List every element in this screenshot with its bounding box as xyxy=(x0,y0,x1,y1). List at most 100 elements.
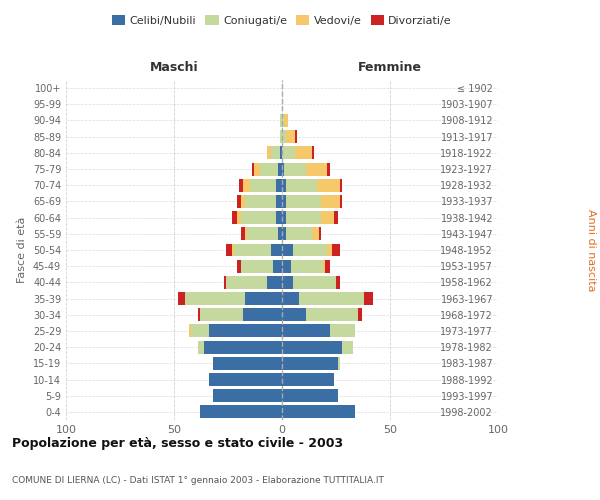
Text: Maschi: Maschi xyxy=(149,60,199,74)
Bar xyxy=(236,260,241,272)
Legend: Celibi/Nubili, Coniugati/e, Vedovi/e, Divorziati/e: Celibi/Nubili, Coniugati/e, Vedovi/e, Di… xyxy=(107,10,457,30)
Bar xyxy=(267,276,282,289)
Bar xyxy=(343,340,353,353)
Bar xyxy=(282,195,286,208)
Bar xyxy=(286,130,295,143)
Bar xyxy=(275,211,282,224)
Bar xyxy=(260,162,278,175)
Bar xyxy=(235,244,271,256)
Text: Femmine: Femmine xyxy=(358,60,422,74)
Bar xyxy=(245,292,282,305)
Bar xyxy=(282,244,293,256)
Bar xyxy=(282,340,343,353)
Bar xyxy=(213,357,282,370)
Bar xyxy=(329,324,355,338)
Bar xyxy=(306,162,328,175)
Text: COMUNE DI LIERNA (LC) - Dati ISTAT 1° gennaio 2003 - Elaborazione TUTTITALIA.IT: COMUNE DI LIERNA (LC) - Dati ISTAT 1° ge… xyxy=(12,476,384,485)
Bar xyxy=(319,228,321,240)
Bar xyxy=(282,146,295,160)
Bar xyxy=(274,260,282,272)
Bar xyxy=(241,260,274,272)
Bar xyxy=(232,211,236,224)
Bar xyxy=(250,179,275,192)
Bar xyxy=(232,244,235,256)
Bar xyxy=(282,406,355,418)
Bar xyxy=(284,162,306,175)
Bar xyxy=(198,308,200,321)
Bar xyxy=(280,114,282,127)
Bar xyxy=(286,195,321,208)
Bar xyxy=(340,195,343,208)
Bar xyxy=(243,308,282,321)
Bar xyxy=(275,179,282,192)
Bar xyxy=(282,308,306,321)
Bar xyxy=(284,114,289,127)
Bar xyxy=(252,162,254,175)
Bar xyxy=(321,195,340,208)
Bar xyxy=(295,130,297,143)
Bar xyxy=(317,179,340,192)
Bar xyxy=(247,228,278,240)
Bar xyxy=(364,292,373,305)
Bar xyxy=(306,308,358,321)
Bar xyxy=(226,276,267,289)
Bar xyxy=(282,357,338,370)
Bar xyxy=(334,211,338,224)
Bar xyxy=(282,162,284,175)
Bar xyxy=(239,179,243,192)
Bar xyxy=(338,357,340,370)
Bar xyxy=(328,244,332,256)
Bar xyxy=(328,162,329,175)
Bar xyxy=(241,195,245,208)
Bar xyxy=(286,228,312,240)
Bar xyxy=(204,340,282,353)
Bar xyxy=(191,324,209,338)
Bar xyxy=(293,276,336,289)
Bar xyxy=(245,228,247,240)
Bar xyxy=(282,211,286,224)
Bar xyxy=(185,292,245,305)
Bar xyxy=(282,276,293,289)
Bar xyxy=(224,276,226,289)
Bar xyxy=(280,146,282,160)
Bar xyxy=(321,211,334,224)
Bar xyxy=(332,244,340,256)
Bar xyxy=(286,179,317,192)
Bar xyxy=(209,324,282,338)
Bar xyxy=(236,211,241,224)
Bar xyxy=(198,340,204,353)
Bar xyxy=(295,146,312,160)
Bar xyxy=(209,373,282,386)
Bar xyxy=(278,162,282,175)
Bar xyxy=(241,228,245,240)
Bar xyxy=(299,292,364,305)
Bar xyxy=(336,276,340,289)
Text: Popolazione per età, sesso e stato civile - 2003: Popolazione per età, sesso e stato civil… xyxy=(12,437,343,450)
Bar xyxy=(271,146,280,160)
Bar xyxy=(358,308,362,321)
Bar xyxy=(286,211,321,224)
Bar xyxy=(278,228,282,240)
Bar xyxy=(243,179,250,192)
Bar xyxy=(241,211,275,224)
Bar xyxy=(293,244,328,256)
Bar xyxy=(323,260,325,272)
Bar xyxy=(178,292,185,305)
Bar xyxy=(280,130,282,143)
Bar xyxy=(275,195,282,208)
Bar xyxy=(312,228,319,240)
Bar xyxy=(245,195,275,208)
Bar xyxy=(312,146,314,160)
Bar xyxy=(200,406,282,418)
Bar xyxy=(290,260,323,272)
Bar xyxy=(282,292,299,305)
Bar xyxy=(282,324,329,338)
Bar xyxy=(282,179,286,192)
Bar xyxy=(254,162,260,175)
Bar xyxy=(340,179,343,192)
Y-axis label: Fasce di età: Fasce di età xyxy=(17,217,27,283)
Bar xyxy=(325,260,329,272)
Bar xyxy=(200,308,243,321)
Bar xyxy=(282,373,334,386)
Bar xyxy=(236,195,241,208)
